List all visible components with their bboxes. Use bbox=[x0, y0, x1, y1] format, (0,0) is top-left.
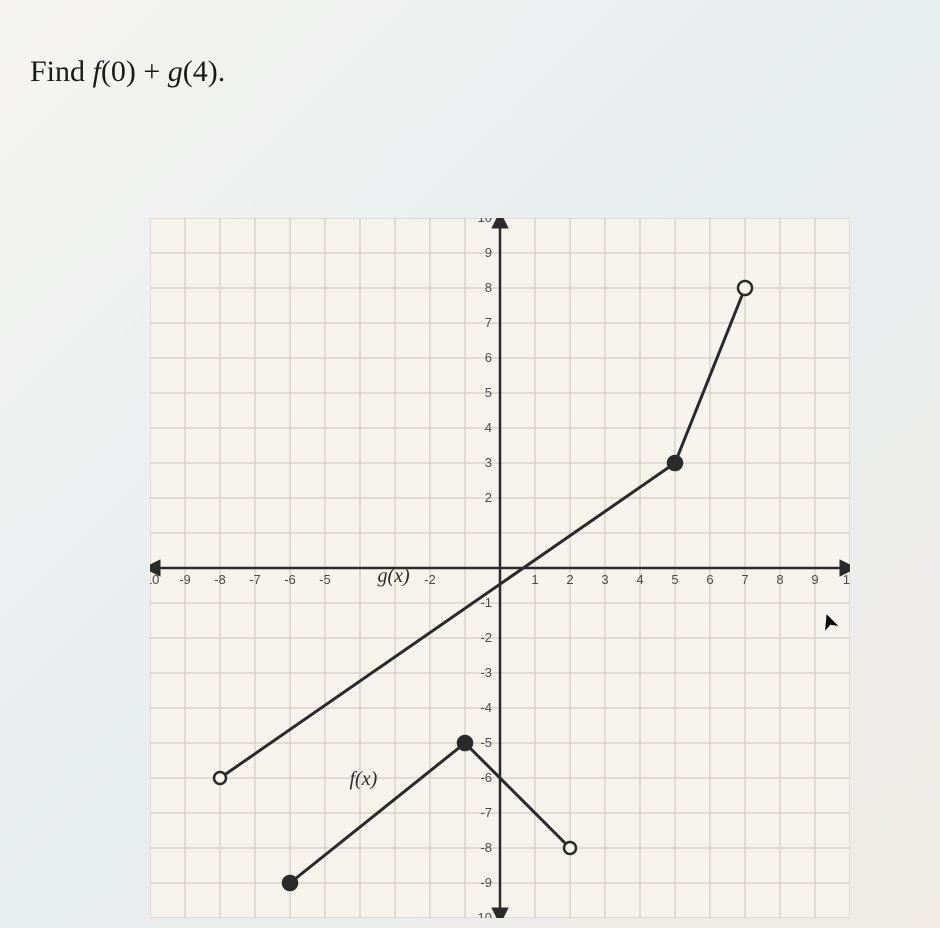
svg-text:-7: -7 bbox=[249, 572, 261, 587]
question-text: Find f(0) + g(4). bbox=[30, 55, 225, 89]
svg-text:-8: -8 bbox=[214, 572, 226, 587]
svg-text:-2: -2 bbox=[424, 572, 436, 587]
svg-text:8: 8 bbox=[485, 280, 492, 295]
svg-text:-6: -6 bbox=[284, 572, 296, 587]
svg-text:10: 10 bbox=[843, 572, 850, 587]
svg-text:g(x): g(x) bbox=[378, 565, 411, 587]
svg-text:-9: -9 bbox=[480, 875, 492, 890]
svg-text:-7: -7 bbox=[480, 805, 492, 820]
svg-text:-4: -4 bbox=[480, 700, 492, 715]
svg-text:6: 6 bbox=[706, 572, 713, 587]
svg-text:-2: -2 bbox=[480, 630, 492, 645]
svg-text:-6: -6 bbox=[480, 770, 492, 785]
svg-text:9: 9 bbox=[485, 245, 492, 260]
svg-text:-5: -5 bbox=[480, 735, 492, 750]
svg-text:-10: -10 bbox=[150, 572, 159, 587]
svg-text:4: 4 bbox=[485, 420, 492, 435]
question-prefix: Find bbox=[30, 55, 93, 88]
fn-f: f bbox=[93, 55, 101, 88]
coordinate-chart: -10-9-8-7-6-5-2123456789101098765432-1-2… bbox=[150, 218, 850, 918]
svg-text:7: 7 bbox=[485, 315, 492, 330]
svg-text:7: 7 bbox=[741, 572, 748, 587]
expr-end: (4). bbox=[183, 55, 225, 88]
svg-text:5: 5 bbox=[671, 572, 678, 587]
svg-text:-5: -5 bbox=[319, 572, 331, 587]
svg-text:6: 6 bbox=[485, 350, 492, 365]
svg-text:3: 3 bbox=[485, 455, 492, 470]
expr-mid: (0) + bbox=[101, 55, 168, 88]
svg-text:f(x): f(x) bbox=[350, 768, 378, 790]
svg-text:2: 2 bbox=[485, 490, 492, 505]
svg-text:5: 5 bbox=[485, 385, 492, 400]
svg-text:3: 3 bbox=[601, 572, 608, 587]
svg-text:2: 2 bbox=[566, 572, 573, 587]
svg-text:9: 9 bbox=[811, 572, 818, 587]
svg-text:4: 4 bbox=[636, 572, 643, 587]
svg-text:8: 8 bbox=[776, 572, 783, 587]
svg-text:-10: -10 bbox=[473, 910, 492, 918]
fn-g: g bbox=[168, 55, 183, 88]
svg-text:-3: -3 bbox=[480, 665, 492, 680]
chart-container: -10-9-8-7-6-5-2123456789101098765432-1-2… bbox=[150, 218, 850, 918]
svg-text:10: 10 bbox=[478, 218, 492, 225]
svg-text:-8: -8 bbox=[480, 840, 492, 855]
svg-text:1: 1 bbox=[531, 572, 538, 587]
svg-text:-9: -9 bbox=[179, 572, 191, 587]
